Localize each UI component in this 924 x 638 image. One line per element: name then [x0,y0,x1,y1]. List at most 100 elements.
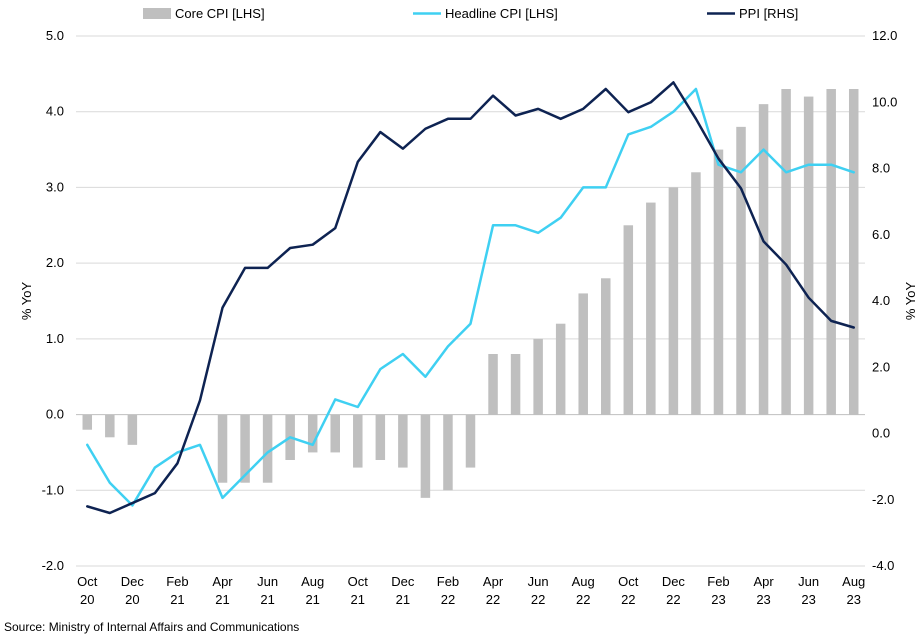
core-cpi-bar [375,414,386,460]
core-cpi-bar [443,414,453,491]
y-right-tick-label: 10.0 [872,94,897,109]
x-tick-year: 20 [125,592,139,607]
x-tick-year: 21 [305,592,319,607]
core-cpi-bar [127,414,138,445]
series-lines [86,81,855,515]
y-left-tick-label: 3.0 [46,179,64,194]
x-tick-month: Apr [483,574,504,589]
core-cpi-bar [826,89,836,415]
x-tick-year: 21 [396,592,410,607]
x-tick-year: 22 [576,592,590,607]
y-axis-left-label: % YoY [19,282,34,321]
x-tick-year: 22 [531,592,545,607]
y-right-tick-label: 4.0 [872,293,890,308]
core-cpi-bar [623,225,634,415]
core-cpi-bar [262,414,273,483]
x-tick-month: Dec [121,574,145,589]
x-tick-month: Oct [77,574,98,589]
y-left-tick-label: 1.0 [46,331,64,346]
core-cpi-bar [533,338,543,415]
x-tick-year: 21 [351,592,365,607]
y-right-tick-label: -4.0 [872,558,894,573]
x-tick-year: 22 [441,592,455,607]
x-tick-month: Dec [662,574,686,589]
x-tick-month: Feb [707,574,729,589]
core-cpi-bar [713,149,724,415]
core-cpi-bar [240,414,250,483]
core-cpi-bar [848,89,859,415]
y-left-tick-label: -2.0 [42,558,64,573]
x-tick-month: Aug [301,574,324,589]
y-right-tick-label: 2.0 [872,359,890,374]
y-axis-left-ticks: -2.0 -1.0 0.0 1.0 2.0 3.0 4.0 5.0 [42,28,64,573]
x-tick-year: 22 [621,592,635,607]
x-tick-year: 21 [260,592,274,607]
x-tick-year: 21 [170,592,184,607]
core-cpi-bar [217,414,228,483]
x-tick-month: Dec [391,574,415,589]
x-tick-month: Aug [842,574,865,589]
grid-lines [76,35,865,567]
y-right-tick-label: 8.0 [872,161,890,176]
core-cpi-bar [691,172,701,415]
core-cpi-bar [803,96,814,415]
y-right-tick-label: 0.0 [872,426,890,441]
x-tick-year: 23 [846,592,860,607]
y-left-tick-label: 4.0 [46,104,64,119]
x-tick-year: 20 [80,592,94,607]
legend-label: Headline CPI [LHS] [445,6,558,21]
y-right-tick-label: -2.0 [872,492,894,507]
x-tick-month: Oct [348,574,369,589]
y-axis-right-ticks: -4.0 -2.0 0.0 2.0 4.0 6.0 8.0 10.0 12.0 [872,28,897,573]
x-tick-year: 22 [666,592,680,607]
x-tick-year: 23 [801,592,815,607]
legend-label: PPI [RHS] [739,6,798,21]
x-tick-month: Oct [618,574,639,589]
ppi-line [86,81,855,515]
y-left-tick-label: 2.0 [46,255,64,270]
x-tick-month: Feb [166,574,188,589]
x-tick-year: 21 [215,592,229,607]
core-cpi-bar [510,354,521,415]
x-tick-month: Aug [572,574,595,589]
core-cpi-bar [736,126,746,415]
x-tick-month: Jun [257,574,278,589]
x-axis-ticks: Oct 20 Dec 20 Feb 21 Apr 21 Jun 21 Aug 21 Oct 21 Dec 21… [77,574,865,607]
core-cpi-bar [307,414,318,453]
core-cpi-bar [578,293,588,415]
core-cpi-bar [488,354,498,415]
x-tick-month: Apr [212,574,233,589]
core-cpi-bar [601,278,611,415]
x-tick-month: Jun [528,574,549,589]
x-tick-month: Apr [753,574,774,589]
core-cpi-bar [330,414,340,453]
x-tick-month: Jun [798,574,819,589]
core-cpi-bar [105,414,115,438]
core-cpi-bar [465,414,476,468]
x-tick-year: 23 [756,592,770,607]
y-left-tick-label: -1.0 [42,482,64,497]
core-cpi-bar [82,414,93,430]
y-axis-right-label: % YoY [903,282,918,321]
y-left-tick-label: 5.0 [46,28,64,43]
legend: Core CPI [LHS] Headline CPI [LHS] PPI [RHS… [143,6,798,21]
core-cpi-bar [781,89,791,415]
x-tick-year: 22 [486,592,500,607]
core-cpi-bar [353,414,363,468]
core-cpi-bar [668,187,679,415]
core-cpi-bar [646,202,656,415]
core-cpi-bar [398,414,408,468]
core-cpi-bar [420,414,431,498]
x-tick-month: Feb [437,574,459,589]
y-right-tick-label: 6.0 [872,227,890,242]
core-cpi-bar [555,323,566,415]
core-cpi-bars [82,89,859,498]
source-note: Source: Ministry of Internal Affairs and… [4,620,299,634]
y-right-tick-label: 12.0 [872,28,897,43]
legend-swatch-core-cpi [143,8,171,19]
core-cpi-bar [758,104,769,415]
x-tick-year: 23 [711,592,725,607]
y-left-tick-label: 0.0 [46,407,64,422]
legend-label: Core CPI [LHS] [175,6,265,21]
